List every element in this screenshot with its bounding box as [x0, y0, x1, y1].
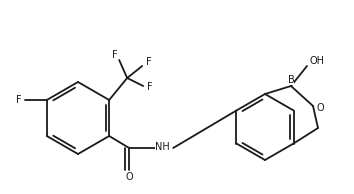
Text: F: F [112, 50, 118, 60]
Text: NH: NH [155, 142, 170, 152]
Text: B: B [287, 75, 295, 85]
Text: O: O [316, 103, 324, 113]
Text: F: F [16, 95, 22, 105]
Text: OH: OH [309, 56, 325, 66]
Text: F: F [147, 82, 153, 92]
Text: O: O [125, 172, 133, 182]
Text: F: F [146, 57, 152, 67]
